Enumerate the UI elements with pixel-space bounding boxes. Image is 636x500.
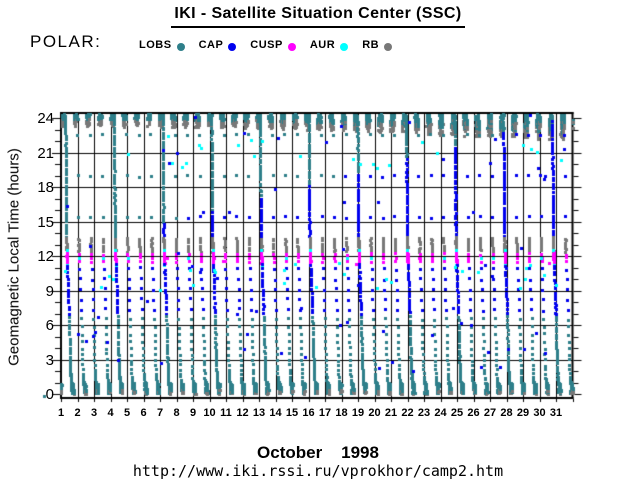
x-tick-label: 19 — [351, 407, 365, 419]
legend-label-cap: CAP — [198, 38, 224, 51]
x-tick-label: 14 — [269, 407, 282, 419]
x-tick-label: 12 — [236, 407, 249, 419]
x-tick-label: 26 — [467, 407, 480, 419]
x-tick-label: 16 — [302, 407, 315, 419]
legend-item-cusp: CUSP — [250, 38, 296, 51]
x-tick-label: 4 — [107, 407, 114, 419]
x-tick-label: 7 — [156, 407, 164, 419]
x-tick-label: 21 — [384, 407, 398, 419]
legend-item-aur: AUR — [309, 38, 349, 51]
source-url: http://www.iki.rssi.ru/vprokhor/camp2.ht… — [132, 462, 504, 480]
x-tick-label: 23 — [417, 407, 431, 419]
legend-label-lobs: LOBS — [139, 38, 172, 51]
x-axis-tick-labels: 1 2 3 4 5 6 7 8 9 10 11 12 13 14 15 16 17 18 19 20 21 22 23 24 2… — [0, 407, 636, 421]
x-tick-label: 31 — [549, 407, 563, 419]
title-row: IKI - Satellite Situation Center (SSC) — [0, 5, 636, 28]
x-tick-label: 20 — [368, 407, 381, 419]
x-tick-label: 2 — [74, 407, 81, 419]
satellite-label: POLAR: — [30, 32, 102, 51]
x-tick-label: 8 — [173, 407, 180, 419]
rb-marker-icon — [384, 43, 393, 51]
y-axis-tick-labels: 0 3 6 9 12 15 18 21 24 — [28, 0, 54, 420]
y-tick-label: 24 — [37, 110, 54, 127]
y-tick-label: 15 — [37, 213, 54, 231]
legend-label-cusp: CUSP — [250, 38, 283, 51]
legend-item-rb: RB — [362, 38, 393, 51]
legend-item-lobs: LOBS — [139, 38, 185, 51]
x-tick-label: 9 — [189, 407, 197, 419]
aur-marker-icon — [340, 43, 349, 51]
cusp-marker-icon — [287, 43, 296, 51]
x-tick-label: 11 — [220, 407, 232, 419]
page-title: IKI - Satellite Situation Center (SSC) — [171, 5, 465, 28]
lobs-marker-icon — [176, 43, 185, 51]
x-tick-label: 30 — [533, 407, 546, 419]
y-axis-title: Geomagnetic Local Time (hours) — [5, 148, 23, 366]
x-tick-label: 29 — [516, 407, 530, 419]
x-tick-label: 27 — [483, 407, 497, 419]
y-tick-label: 21 — [37, 144, 54, 162]
x-tick-label: 24 — [434, 407, 447, 419]
x-tick-label: 18 — [335, 407, 348, 419]
month-label: October 1998 — [257, 443, 379, 462]
y-tick-label: 18 — [37, 179, 54, 196]
y-tick-label: 6 — [45, 317, 54, 334]
x-tick-label: 15 — [285, 407, 299, 419]
x-tick-label: 6 — [140, 407, 147, 419]
x-tick-label: 5 — [123, 407, 131, 419]
cap-marker-icon — [228, 43, 237, 51]
x-tick-label: 22 — [401, 407, 414, 419]
x-tick-label: 3 — [90, 407, 98, 419]
legend-item-cap: CAP — [199, 38, 237, 51]
x-tick-label: 10 — [203, 407, 216, 419]
x-tick-label: 28 — [500, 407, 513, 419]
x-tick-label: 25 — [450, 407, 464, 419]
y-tick-label: 0 — [45, 386, 54, 403]
legend: LOBS CAP CUSP AUR RB — [139, 38, 393, 51]
x-tick-label: 13 — [252, 407, 266, 419]
y-tick-label: 12 — [37, 248, 54, 265]
x-tick-label: 1 — [57, 407, 65, 419]
y-tick-label: 3 — [45, 351, 54, 369]
legend-label-aur: AUR — [309, 38, 336, 51]
y-tick-label: 9 — [45, 282, 54, 300]
x-tick-label: 17 — [318, 407, 332, 419]
legend-label-rb: RB — [362, 38, 380, 51]
